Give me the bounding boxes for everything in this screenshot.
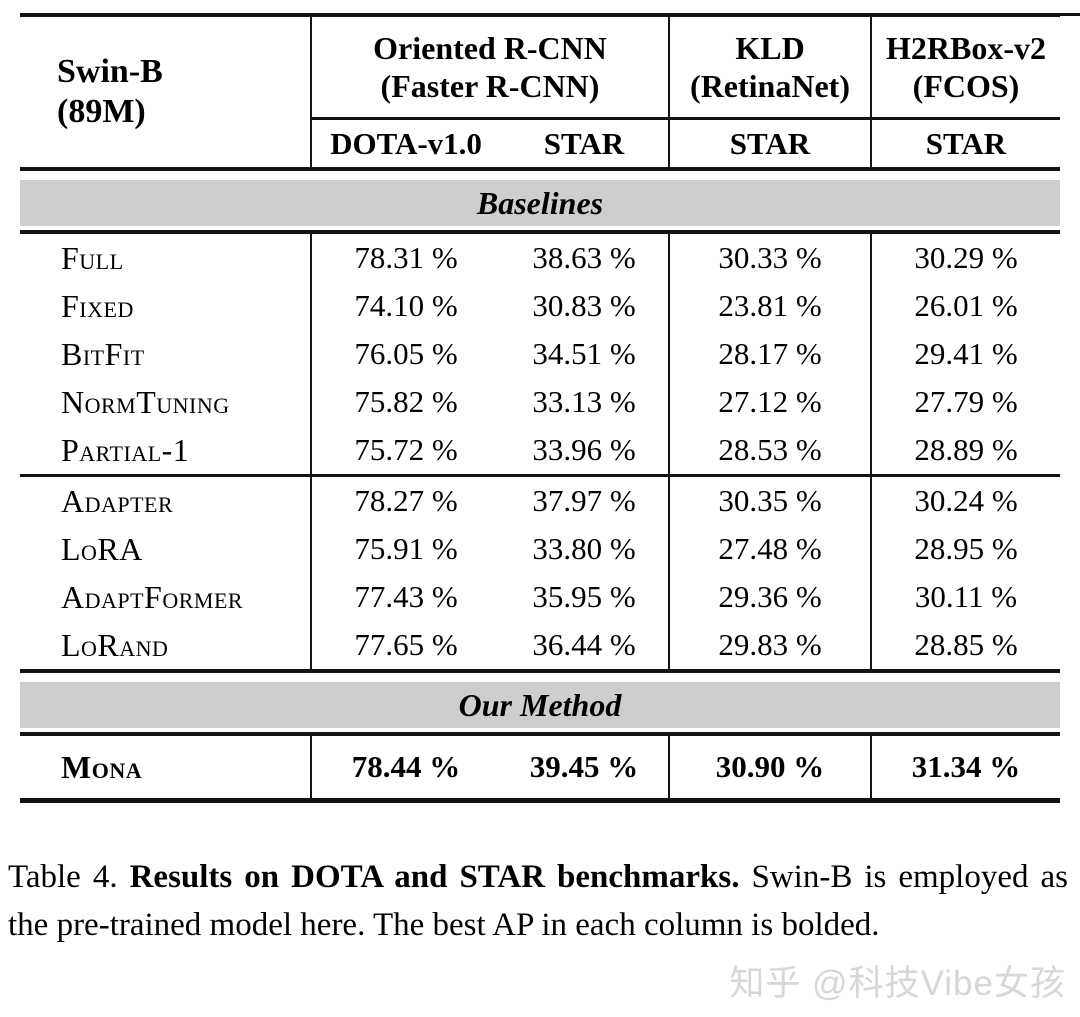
caption-prefix: Table 4. xyxy=(8,859,118,895)
cell-star: 34.51 % xyxy=(532,336,636,371)
cell-h2rbox-star: 30.29 % xyxy=(870,234,1060,282)
section-bar-baselines: Baselines xyxy=(20,180,1060,226)
section-baselines-group1: Full 78.31 % 38.63 % 30.33 % 30.29 % Fix… xyxy=(20,234,1060,474)
header-bottom-rule xyxy=(20,167,1060,171)
method-label: Full xyxy=(61,239,124,276)
backbone-params: (89M) xyxy=(57,93,146,130)
cell-kld-star: 23.81 % xyxy=(668,282,870,330)
method-label: Fixed xyxy=(61,287,134,324)
cell-kld-star: 30.33 % xyxy=(668,234,870,282)
cell-h2rbox-star: 30.24 % xyxy=(870,477,1060,525)
cell-dota: 74.10 % xyxy=(310,282,500,330)
backbone-name: Swin-B xyxy=(57,53,163,90)
method-label: Adapter xyxy=(61,482,174,519)
column-group-h2rbox-v2: H2RBox-v2 (FCOS) xyxy=(870,17,1060,117)
cell-dota: 75.72 % xyxy=(310,426,500,474)
our-method-bar-rule xyxy=(20,732,1060,736)
table-row: BitFit 76.05 % 34.51 % 28.17 % 29.41 % xyxy=(20,330,1060,378)
group-subtitle: (FCOS) xyxy=(912,68,1020,104)
group-title: H2RBox-v2 xyxy=(886,30,1046,66)
table-row: Adapter 78.27 % 37.97 % 30.35 % 30.24 % xyxy=(20,477,1060,525)
table-row: LoRA 75.91 % 33.80 % 27.48 % 28.95 % xyxy=(20,525,1060,573)
section-baselines-group2: Adapter 78.27 % 37.97 % 30.35 % 30.24 % … xyxy=(20,477,1060,669)
our-method-top-rule xyxy=(20,669,1060,673)
cell-h2rbox-star: 26.01 % xyxy=(870,282,1060,330)
watermark-zhihu: 知乎 @科技Vibe女孩 xyxy=(729,964,1066,1003)
table-header: Swin-B (89M) Oriented R-CNN (Faster R-CN… xyxy=(20,17,1060,167)
cell-dota: 75.91 % xyxy=(310,525,500,573)
cell-dota: 77.43 % xyxy=(310,573,500,621)
cell-kld-star: 27.48 % xyxy=(668,525,870,573)
cell-kld-star: 29.83 % xyxy=(668,621,870,669)
cell-star: 37.97 % xyxy=(532,483,636,518)
column-header-star-2: STAR xyxy=(668,120,870,167)
cell-star: 39.45 % xyxy=(529,749,639,784)
table-bottom-rule xyxy=(20,798,1060,803)
cell-dota: 75.82 % xyxy=(310,378,500,426)
cell-h2rbox-star: 28.89 % xyxy=(870,426,1060,474)
cell-dota: 78.31 % xyxy=(310,234,500,282)
cell-h2rbox-star: 31.34 % xyxy=(870,736,1060,798)
section-title: Our Method xyxy=(458,686,622,723)
method-label: LoRA xyxy=(61,530,143,567)
table-caption: Table 4. Results on DOTA and STAR benchm… xyxy=(8,853,1068,949)
column-group-kld: KLD (RetinaNet) xyxy=(668,17,870,117)
baselines-bar-rule xyxy=(20,230,1060,234)
results-table: Swin-B (89M) Oriented R-CNN (Faster R-CN… xyxy=(20,13,1060,803)
table-row: LoRand 77.65 % 36.44 % 29.83 % 28.85 % xyxy=(20,621,1060,669)
cell-dota: 77.65 % xyxy=(310,621,500,669)
group-title: Oriented R-CNN xyxy=(373,30,607,66)
caption-bold-title: Results on DOTA and STAR benchmarks. xyxy=(129,859,740,895)
table-top-thin-rule xyxy=(30,13,1080,16)
cell-dota: 78.44 % xyxy=(310,736,500,798)
table-row: Full 78.31 % 38.63 % 30.33 % 30.29 % xyxy=(20,234,1060,282)
group-title: KLD xyxy=(735,30,805,66)
baselines-group-divider-rule xyxy=(20,474,1060,477)
cell-kld-star: 29.36 % xyxy=(668,573,870,621)
section-bar-our-method: Our Method xyxy=(20,682,1060,728)
column-header-dota: DOTA-v1.0 xyxy=(330,125,482,161)
cell-star: 38.63 % xyxy=(532,240,636,275)
cell-star: 30.83 % xyxy=(532,288,636,323)
method-label: LoRand xyxy=(61,626,169,663)
cell-kld-star: 30.35 % xyxy=(668,477,870,525)
table-subheader: DOTA-v1.0 STAR STAR STAR xyxy=(310,117,1060,167)
cell-kld-star: 27.12 % xyxy=(668,378,870,426)
cell-h2rbox-star: 28.95 % xyxy=(870,525,1060,573)
method-label: NormTuning xyxy=(61,383,230,420)
cell-h2rbox-star: 30.11 % xyxy=(870,573,1060,621)
cell-star: 35.95 % xyxy=(532,579,636,614)
caption-body: Swin-B is employed as the pre-trained mo… xyxy=(8,859,1068,943)
cell-h2rbox-star: 29.41 % xyxy=(870,330,1060,378)
group-subtitle: (RetinaNet) xyxy=(690,68,850,104)
table-row: Partial-1 75.72 % 33.96 % 28.53 % 28.89 … xyxy=(20,426,1060,474)
table-row-mona: Mona 78.44 % 39.45 % 30.90 % 31.34 % xyxy=(20,736,1060,798)
cell-kld-star: 28.53 % xyxy=(668,426,870,474)
method-label: BitFit xyxy=(61,335,145,372)
column-header-star-1: STAR xyxy=(543,125,625,161)
method-label: Mona xyxy=(61,748,143,785)
column-header-star-3: STAR xyxy=(870,120,1060,167)
cell-star: 33.80 % xyxy=(532,531,636,566)
cell-star: 33.96 % xyxy=(532,432,636,467)
cell-star: 36.44 % xyxy=(532,627,636,662)
cell-h2rbox-star: 27.79 % xyxy=(870,378,1060,426)
cell-h2rbox-star: 28.85 % xyxy=(870,621,1060,669)
table-row: Fixed 74.10 % 30.83 % 23.81 % 26.01 % xyxy=(20,282,1060,330)
section-title: Baselines xyxy=(476,184,604,221)
table-row: NormTuning 75.82 % 33.13 % 27.12 % 27.79… xyxy=(20,378,1060,426)
cell-star: 33.13 % xyxy=(532,384,636,419)
cell-kld-star: 28.17 % xyxy=(668,330,870,378)
cell-dota: 78.27 % xyxy=(310,477,500,525)
cell-dota: 76.05 % xyxy=(310,330,500,378)
table-row: AdaptFormer 77.43 % 35.95 % 29.36 % 30.1… xyxy=(20,573,1060,621)
backbone-cell: Swin-B (89M) xyxy=(20,17,310,167)
group-subtitle: (Faster R-CNN) xyxy=(380,68,600,104)
column-group-oriented-rcnn: Oriented R-CNN (Faster R-CNN) xyxy=(310,17,668,117)
method-label: AdaptFormer xyxy=(61,578,244,615)
cell-kld-star: 30.90 % xyxy=(668,736,870,798)
method-label: Partial-1 xyxy=(61,431,190,468)
